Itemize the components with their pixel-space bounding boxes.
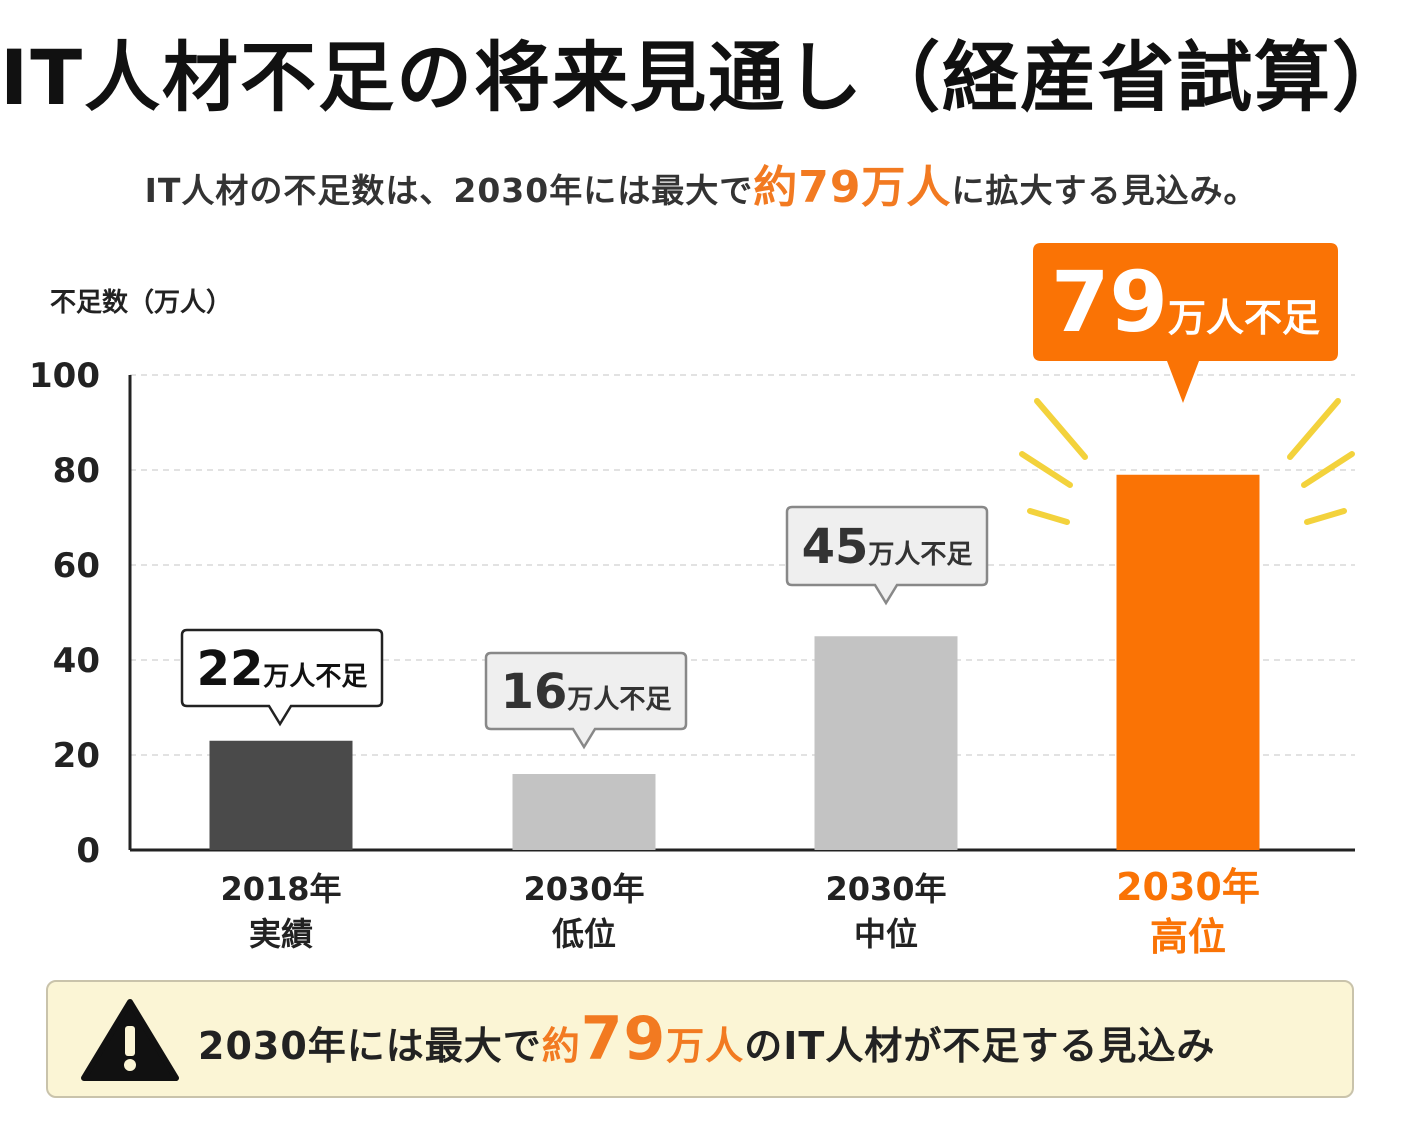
callout-label: 22万人不足 xyxy=(197,641,368,697)
callout-box xyxy=(180,628,384,727)
subtitle-text-after: に拡大する見込み。 xyxy=(951,171,1258,210)
footer-highlight-number: 79 xyxy=(580,1004,667,1074)
footer-part1: 2030年には最大で xyxy=(198,1024,542,1068)
y-tick-label: 20 xyxy=(53,736,100,776)
callout-suffix: 万人不足 xyxy=(1168,296,1320,340)
subtitle-highlight: 約79万人 xyxy=(753,162,952,213)
y-tick-label: 0 xyxy=(76,831,100,871)
footer-highlight: 約79万人 xyxy=(541,1004,745,1074)
x-category-year: 2030年 xyxy=(1116,865,1260,909)
x-category-label: 低位 xyxy=(552,915,616,953)
footer-highlight-suffix: 万人 xyxy=(666,1024,745,1068)
warning-icon xyxy=(81,999,179,1081)
x-category-year: 2018年 xyxy=(220,870,341,908)
callout-box xyxy=(1033,243,1338,403)
callout-suffix: 万人不足 xyxy=(263,662,367,692)
x-category-label: 高位 xyxy=(1150,915,1226,959)
highlight-burst-line xyxy=(1027,508,1070,525)
x-category-year: 2030年 xyxy=(523,870,644,908)
callout-number: 45 xyxy=(802,519,869,575)
highlight-burst-line xyxy=(1019,451,1073,488)
callout-box xyxy=(484,651,688,750)
highlight-burst-line xyxy=(1304,508,1347,525)
callout-suffix: 万人不足 xyxy=(567,685,671,715)
y-tick-label: 40 xyxy=(53,641,100,681)
x-category-label: 中位 xyxy=(854,915,918,953)
page-title: IT人材不足の将来見通し（経産省試算） xyxy=(0,33,1402,122)
y-tick-label: 60 xyxy=(53,546,100,586)
callout-number: 22 xyxy=(197,641,264,697)
y-tick-label: 80 xyxy=(53,451,100,491)
x-category-label: 実績 xyxy=(249,915,313,953)
footer-text: 2030年には最大で約79万人のIT人材が不足する見込み xyxy=(198,982,1215,1096)
subtitle: IT人材の不足数は、2030年には最大で約79万人に拡大する見込み。 xyxy=(0,158,1402,218)
callout-suffix: 万人不足 xyxy=(868,540,972,570)
highlight-burst-line xyxy=(1301,451,1355,488)
y-axis-title: 不足数（万人） xyxy=(50,288,233,318)
callout-label: 45万人不足 xyxy=(802,519,973,575)
y-tick-label: 100 xyxy=(29,356,100,396)
footer-part2: のIT人材が不足する見込み xyxy=(744,1024,1216,1068)
subtitle-text-before: IT人材の不足数は、2030年には最大で xyxy=(144,171,754,210)
footer-callout: 2030年には最大で約79万人のIT人材が不足する見込み xyxy=(46,980,1354,1098)
bar xyxy=(814,636,958,850)
highlight-burst-line xyxy=(1287,398,1341,460)
bar xyxy=(1116,474,1260,850)
callout-number: 16 xyxy=(501,664,568,720)
callout-box xyxy=(785,505,989,606)
callout-number: 79 xyxy=(1051,253,1168,351)
bar xyxy=(512,774,656,850)
bar xyxy=(209,740,353,850)
x-category-year: 2030年 xyxy=(825,870,946,908)
highlight-burst-line xyxy=(1034,398,1088,460)
callout-label: 16万人不足 xyxy=(501,664,672,720)
callout-label: 79万人不足 xyxy=(1051,253,1320,351)
footer-highlight-prefix: 約 xyxy=(541,1024,581,1068)
